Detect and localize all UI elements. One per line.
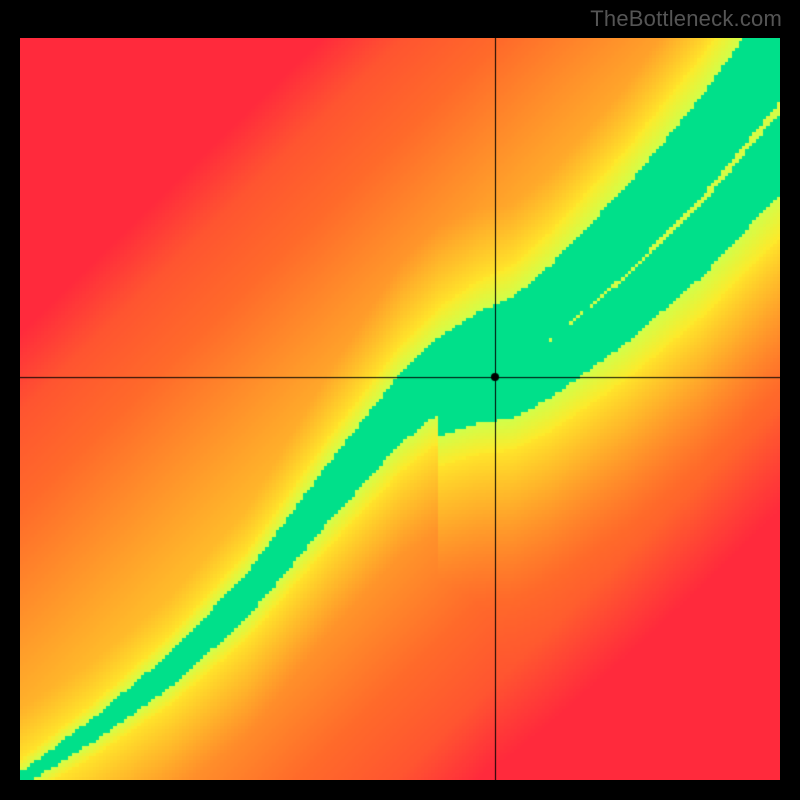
watermark-text: TheBottleneck.com	[590, 6, 782, 32]
heatmap-canvas	[20, 38, 780, 780]
bottleneck-heatmap	[20, 38, 780, 780]
